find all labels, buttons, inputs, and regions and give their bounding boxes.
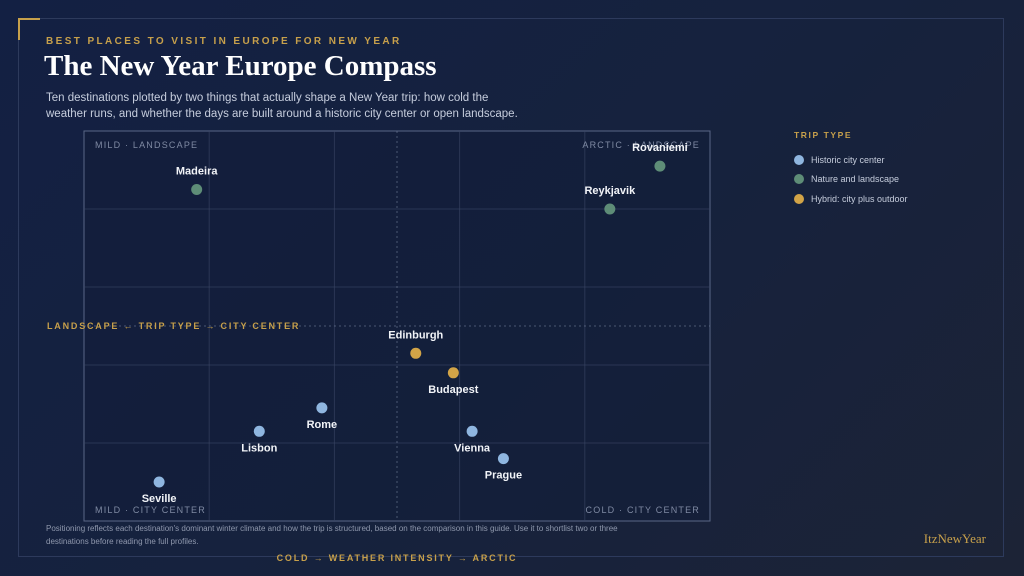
quadrant-label-bottom-left: MILD · CITY CENTER <box>95 505 206 515</box>
legend-swatch <box>794 154 804 165</box>
data-point-rovaniemi <box>654 160 666 172</box>
legend-label: Nature and landscape <box>811 174 900 185</box>
data-label-budapest: Budapest <box>428 384 478 396</box>
corner-accent <box>18 18 40 40</box>
data-point-prague <box>497 453 509 465</box>
data-label-rovaniemi: Rovaniemi <box>632 142 688 154</box>
quadrant-label-bottom-right: COLD · CITY CENTER <box>586 505 700 515</box>
data-point-reykjavik <box>604 203 616 215</box>
data-label-seville: Seville <box>142 493 177 505</box>
data-point-seville <box>153 476 165 488</box>
eyebrow-label: BEST PLACES TO VISIT IN EUROPE FOR NEW Y… <box>46 36 402 47</box>
data-label-edinburgh: Edinburgh <box>388 329 443 341</box>
legend-item-hybrid: Hybrid: city plus outdoor <box>794 189 908 209</box>
legend-label: Hybrid: city plus outdoor <box>811 193 908 204</box>
footnote: Positioning reflects each destination's … <box>46 524 618 546</box>
data-point-vienna <box>466 425 478 437</box>
data-point-lisbon <box>253 425 265 437</box>
quadrant-label-top-right: ARCTIC · LANDSCAPE <box>582 140 700 150</box>
legend-swatch <box>794 193 804 204</box>
legend-item-nature: Nature and landscape <box>794 170 908 190</box>
page-title: The New Year Europe Compass <box>44 50 437 82</box>
data-label-vienna: Vienna <box>454 442 491 454</box>
data-point-rome <box>316 402 328 414</box>
brand-logo-text: ItzNewYear <box>923 531 986 546</box>
y-axis-label: LANDSCAPE ← TRIP TYPE → CITY CENTER <box>47 321 300 331</box>
data-point-madeira <box>191 184 203 195</box>
data-label-lisbon: Lisbon <box>241 442 277 454</box>
data-points: Madeira Rovaniemi Reykjavik Edinburgh Budape… <box>142 142 688 505</box>
legend: TRIP TYPE Historic city center Nature an… <box>794 130 908 209</box>
legend-label: Historic city center <box>811 154 885 165</box>
data-point-edinburgh <box>410 347 422 359</box>
page-frame <box>18 18 1004 557</box>
data-label-reykjavik: Reykjavik <box>584 185 636 197</box>
quadrant-label-top-left: MILD · LANDSCAPE <box>95 140 198 150</box>
data-point-budapest <box>447 367 459 379</box>
data-label-prague: Prague <box>485 470 522 482</box>
legend-item-historic-city: Historic city center <box>794 150 908 170</box>
legend-swatch <box>794 174 804 185</box>
data-label-rome: Rome <box>307 419 338 431</box>
legend-title: TRIP TYPE <box>794 130 853 140</box>
data-label-madeira: Madeira <box>176 166 218 178</box>
page-subtitle: Ten destinations plotted by two things t… <box>46 92 518 120</box>
x-axis-label: COLD → WEATHER INTENSITY → ARCTIC <box>277 553 518 563</box>
